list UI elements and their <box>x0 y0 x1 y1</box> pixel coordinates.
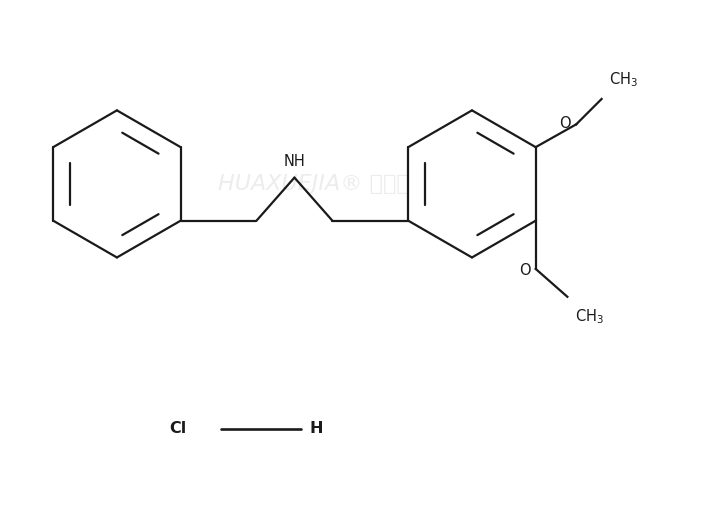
Text: CH$_3$: CH$_3$ <box>575 307 604 326</box>
Text: NH: NH <box>283 154 305 168</box>
Text: Cl: Cl <box>169 421 187 436</box>
Text: O: O <box>519 263 531 278</box>
Text: O: O <box>560 115 571 131</box>
Text: H: H <box>309 421 323 436</box>
Text: HUAXUEJIA® 化学加: HUAXUEJIA® 化学加 <box>218 174 409 194</box>
Text: CH$_3$: CH$_3$ <box>610 70 638 89</box>
